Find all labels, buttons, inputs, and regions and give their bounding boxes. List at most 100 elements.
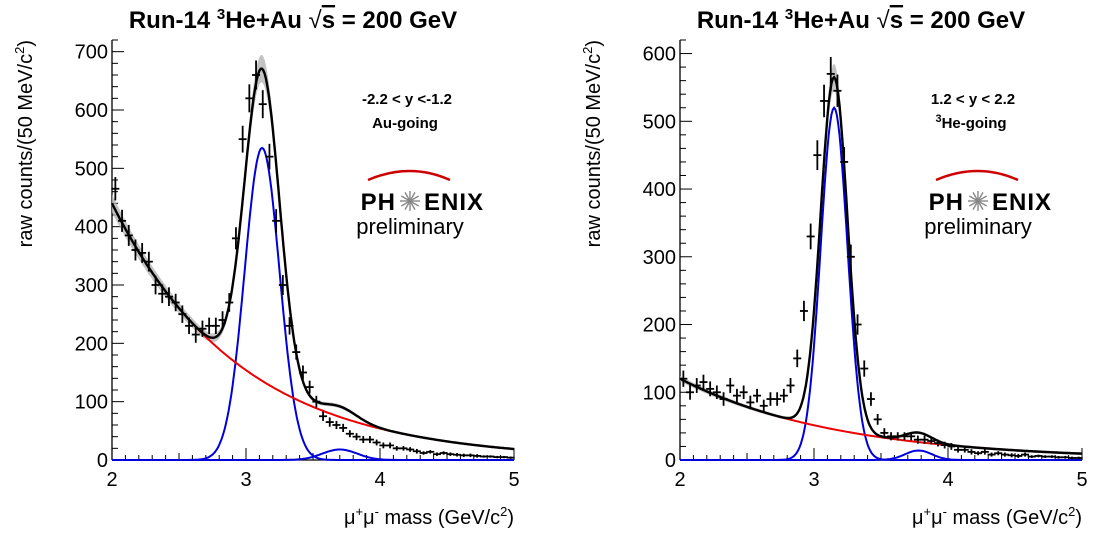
data-point bbox=[799, 300, 808, 322]
data-point bbox=[426, 450, 435, 454]
data-point bbox=[994, 451, 1003, 456]
direction-label: 3He-going bbox=[935, 113, 1006, 132]
data-point bbox=[940, 441, 949, 449]
data-point bbox=[900, 432, 909, 441]
data-point bbox=[359, 436, 368, 444]
data-point bbox=[766, 392, 775, 406]
x-tick-label: 5 bbox=[508, 469, 519, 491]
data-point bbox=[453, 453, 462, 457]
data-point bbox=[499, 455, 508, 459]
data-point bbox=[1041, 455, 1050, 458]
data-point bbox=[893, 432, 902, 441]
data-point bbox=[131, 239, 140, 261]
y-axis-label: raw counts/(50 MeV/c2) bbox=[12, 40, 37, 247]
data-point bbox=[218, 311, 227, 329]
data-point bbox=[379, 442, 388, 449]
data-point bbox=[920, 435, 929, 444]
data-point bbox=[319, 411, 328, 421]
logo-text-left: PH bbox=[361, 189, 396, 216]
data-point bbox=[913, 435, 922, 444]
data-point bbox=[345, 430, 354, 438]
logo-preliminary: preliminary bbox=[924, 214, 1032, 239]
x-axis-label: μ+μ- mass (GeV/c2) bbox=[344, 504, 514, 529]
starburst-icon bbox=[400, 191, 420, 211]
y-tick-label: 400 bbox=[75, 217, 108, 239]
data-point bbox=[118, 209, 127, 232]
data-point bbox=[225, 293, 234, 312]
logo-arc bbox=[367, 169, 451, 182]
y-tick-label: 300 bbox=[643, 247, 676, 269]
data-point bbox=[198, 320, 207, 337]
direction-label: Au-going bbox=[372, 115, 438, 132]
chart-title: Run-14 3He+Au √s = 200 GeV bbox=[129, 6, 457, 34]
data-point bbox=[980, 449, 989, 455]
y-tick-label: 700 bbox=[75, 42, 108, 64]
data-point bbox=[298, 365, 307, 380]
rapidity-range-label: -2.2 < y <-1.2 bbox=[362, 91, 452, 108]
data-point bbox=[967, 449, 976, 455]
data-point bbox=[746, 395, 755, 410]
data-point bbox=[352, 433, 361, 441]
y-tick-label: 300 bbox=[75, 275, 108, 297]
fit-uncertainty-band bbox=[112, 55, 514, 451]
data-point bbox=[1047, 455, 1056, 458]
data-point bbox=[954, 447, 963, 453]
y-axis-label: raw counts/(50 MeV/c2) bbox=[580, 40, 605, 247]
data-point bbox=[786, 378, 795, 393]
data-point bbox=[853, 314, 862, 335]
x-tick-label: 3 bbox=[240, 469, 251, 491]
data-point bbox=[158, 284, 167, 304]
data-point bbox=[732, 388, 741, 403]
data-point bbox=[1034, 454, 1043, 458]
data-point bbox=[285, 317, 294, 335]
data-point bbox=[692, 378, 701, 393]
data-point bbox=[1027, 455, 1036, 458]
y-tick-label: 100 bbox=[75, 392, 108, 414]
data-point bbox=[506, 456, 515, 459]
data-point bbox=[1007, 453, 1016, 458]
data-point bbox=[312, 395, 321, 408]
signal-fit-curve bbox=[112, 448, 514, 461]
x-tick-label: 3 bbox=[808, 469, 819, 491]
data-point bbox=[1054, 455, 1063, 459]
x-axis-label: μ+μ- mass (GeV/c2) bbox=[912, 504, 1082, 529]
logo-arc bbox=[935, 169, 1019, 182]
data-point bbox=[860, 360, 869, 377]
data-point bbox=[719, 392, 728, 406]
x-tick-label: 2 bbox=[106, 469, 117, 491]
data-point bbox=[686, 384, 695, 400]
data-point bbox=[927, 437, 936, 445]
signal-fit-curve bbox=[680, 449, 1082, 461]
total-fit-curve bbox=[679, 75, 1083, 455]
data-point bbox=[265, 143, 274, 170]
y-tick-label: 600 bbox=[75, 100, 108, 122]
x-tick-label: 2 bbox=[674, 469, 685, 491]
data-point bbox=[486, 455, 495, 458]
plot-1: Run-14 3He+Au √s = 200 GeV 2 3 4 5 0 100 200 300… bbox=[12, 6, 520, 529]
logo-text-left: PH bbox=[929, 189, 964, 216]
data-point bbox=[278, 275, 287, 295]
data-point bbox=[1014, 453, 1023, 458]
data-point bbox=[699, 374, 708, 390]
data-point bbox=[947, 443, 956, 450]
data-point bbox=[1021, 452, 1030, 457]
data-point bbox=[887, 432, 896, 441]
data-point bbox=[459, 453, 468, 458]
data-point bbox=[305, 380, 314, 394]
data-point bbox=[138, 243, 147, 263]
starburst-icon bbox=[968, 191, 988, 211]
data-point bbox=[231, 227, 240, 250]
data-point bbox=[820, 84, 829, 118]
y-tick-label: 600 bbox=[643, 44, 676, 66]
data-point bbox=[779, 388, 788, 403]
data-point bbox=[439, 451, 448, 455]
data-point bbox=[793, 349, 802, 368]
data-point bbox=[252, 60, 261, 90]
data-point bbox=[399, 446, 408, 451]
data-point bbox=[1067, 456, 1076, 460]
data-point bbox=[873, 413, 882, 425]
data-point bbox=[1061, 455, 1070, 459]
total-fit-curve bbox=[110, 67, 515, 451]
